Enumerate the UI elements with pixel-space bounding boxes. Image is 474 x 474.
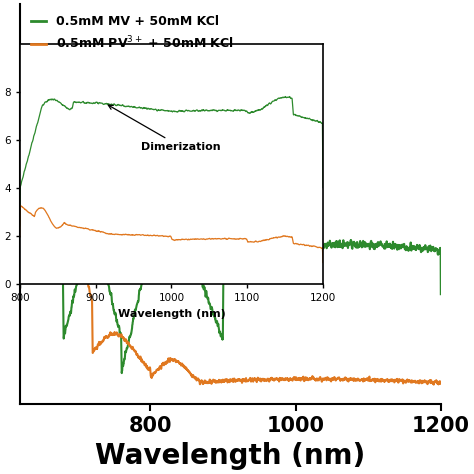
Legend: 0.5mM MV + 50mM KCl, 0.5mM PV$^{3+}$ + 50mM KCl: 0.5mM MV + 50mM KCl, 0.5mM PV$^{3+}$ + 5…	[26, 10, 239, 56]
X-axis label: Wavelength (nm): Wavelength (nm)	[95, 442, 365, 470]
